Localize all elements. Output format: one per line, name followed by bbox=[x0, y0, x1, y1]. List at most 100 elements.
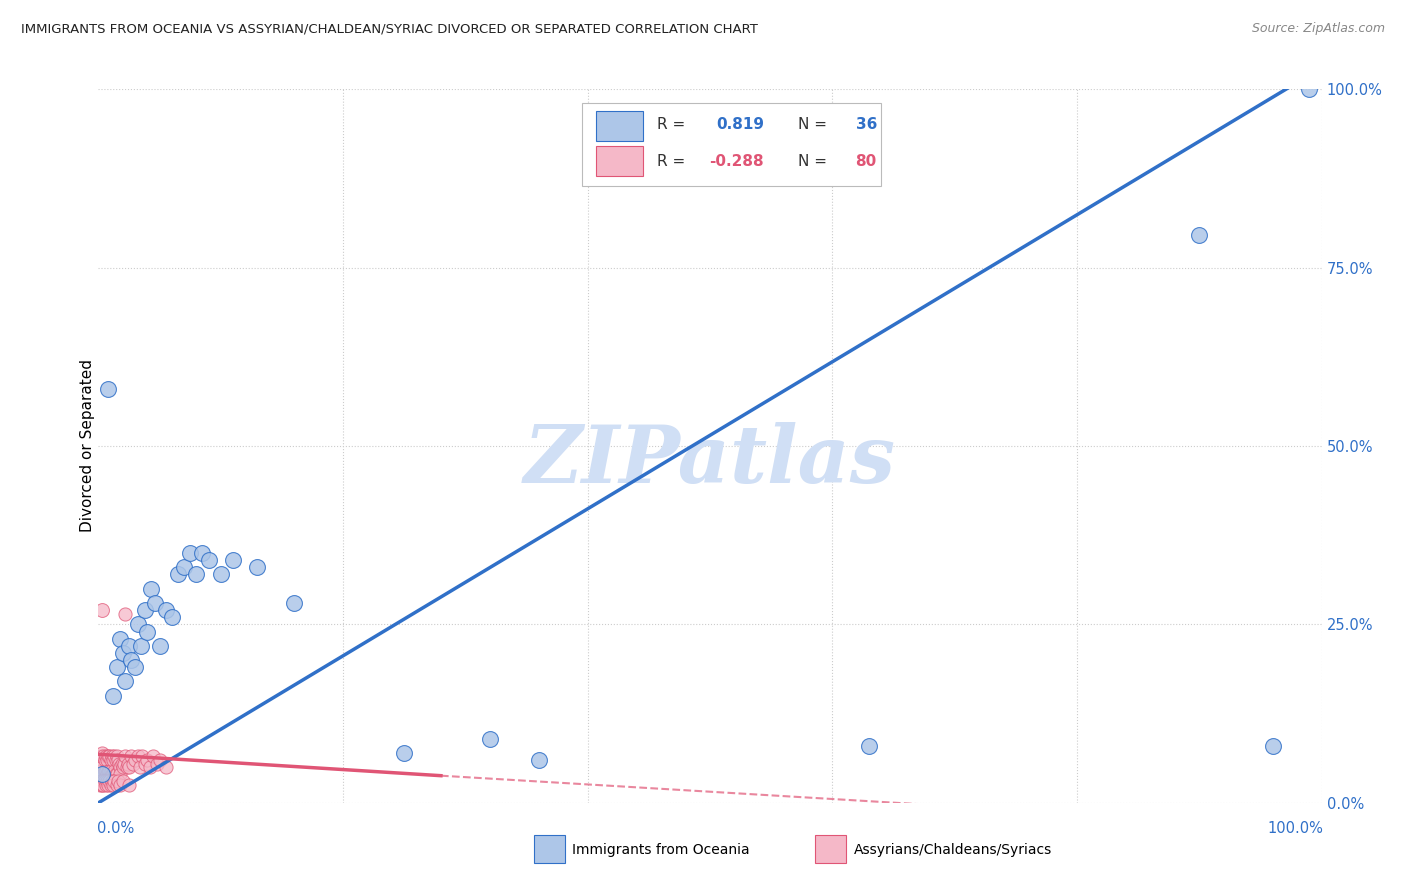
Point bbox=[134, 756, 156, 771]
Point bbox=[91, 778, 114, 792]
Point bbox=[93, 753, 115, 767]
Point bbox=[97, 749, 120, 764]
Text: 36: 36 bbox=[856, 118, 877, 132]
Point bbox=[91, 603, 114, 617]
Point bbox=[121, 756, 143, 771]
Text: Immigrants from Oceania: Immigrants from Oceania bbox=[572, 843, 749, 857]
Point bbox=[155, 760, 177, 774]
Point bbox=[142, 749, 165, 764]
Bar bbox=[596, 146, 643, 177]
Point bbox=[105, 660, 128, 674]
Point bbox=[101, 749, 124, 764]
Text: IMMIGRANTS FROM OCEANIA VS ASSYRIAN/CHALDEAN/SYRIAC DIVORCED OR SEPARATED CORREL: IMMIGRANTS FROM OCEANIA VS ASSYRIAN/CHAL… bbox=[21, 22, 758, 36]
Point bbox=[91, 760, 114, 774]
Text: R =: R = bbox=[658, 154, 690, 169]
Point bbox=[98, 771, 121, 785]
Point bbox=[143, 596, 166, 610]
Point bbox=[392, 746, 416, 760]
Point bbox=[167, 567, 190, 582]
Point bbox=[1261, 739, 1284, 753]
Point bbox=[108, 756, 131, 771]
Point bbox=[97, 778, 120, 792]
Point bbox=[160, 610, 183, 624]
Point bbox=[131, 749, 153, 764]
Text: N =: N = bbox=[799, 118, 832, 132]
Point bbox=[101, 753, 124, 767]
Point bbox=[98, 749, 121, 764]
Point bbox=[129, 760, 152, 774]
Point bbox=[127, 749, 149, 764]
Point bbox=[186, 567, 208, 582]
Point bbox=[104, 753, 127, 767]
Point bbox=[98, 774, 121, 789]
Point bbox=[94, 778, 117, 792]
Text: N =: N = bbox=[799, 154, 832, 169]
Point bbox=[209, 567, 232, 582]
Point bbox=[100, 764, 122, 778]
Point bbox=[91, 771, 114, 785]
Point bbox=[107, 774, 129, 789]
Point bbox=[173, 560, 195, 574]
Point bbox=[101, 774, 124, 789]
Point bbox=[129, 639, 152, 653]
Point bbox=[136, 624, 159, 639]
Point bbox=[858, 739, 880, 753]
Point bbox=[110, 760, 132, 774]
Y-axis label: Divorced or Separated: Divorced or Separated bbox=[80, 359, 94, 533]
Point bbox=[94, 771, 117, 785]
Point bbox=[155, 603, 177, 617]
Point bbox=[246, 560, 269, 574]
Point bbox=[115, 760, 138, 774]
Text: 0.819: 0.819 bbox=[716, 118, 763, 132]
Point bbox=[97, 771, 120, 785]
Point bbox=[103, 749, 125, 764]
Point bbox=[93, 764, 115, 778]
Point bbox=[222, 553, 245, 567]
Point bbox=[103, 774, 125, 789]
Point bbox=[100, 778, 122, 792]
Text: -0.288: -0.288 bbox=[709, 154, 763, 169]
Point bbox=[91, 767, 114, 781]
Point bbox=[139, 760, 162, 774]
Point bbox=[110, 632, 132, 646]
Point bbox=[91, 774, 114, 789]
Point bbox=[124, 660, 146, 674]
Text: Assyrians/Chaldeans/Syriacs: Assyrians/Chaldeans/Syriacs bbox=[853, 843, 1052, 857]
Point bbox=[90, 749, 112, 764]
Point bbox=[89, 767, 111, 781]
Point bbox=[105, 749, 128, 764]
Point bbox=[97, 382, 120, 396]
Point bbox=[127, 617, 149, 632]
Point bbox=[93, 774, 115, 789]
Point bbox=[96, 753, 118, 767]
Point bbox=[114, 749, 136, 764]
Point bbox=[91, 767, 114, 781]
Point bbox=[118, 639, 141, 653]
Point bbox=[89, 778, 111, 792]
Text: ZIPatlas: ZIPatlas bbox=[524, 422, 896, 499]
Point bbox=[105, 778, 128, 792]
Point bbox=[139, 582, 162, 596]
Point bbox=[94, 764, 117, 778]
Point bbox=[101, 689, 124, 703]
Point bbox=[111, 760, 134, 774]
Point bbox=[191, 546, 214, 560]
Point bbox=[1298, 82, 1320, 96]
Point bbox=[93, 771, 115, 785]
Point bbox=[146, 756, 169, 771]
Point bbox=[124, 753, 146, 767]
Point bbox=[101, 778, 124, 792]
Point bbox=[104, 767, 127, 781]
Text: 0.0%: 0.0% bbox=[97, 821, 135, 836]
Text: R =: R = bbox=[658, 118, 690, 132]
Point bbox=[91, 746, 114, 760]
Point bbox=[117, 756, 139, 771]
Point bbox=[111, 646, 134, 660]
Text: 80: 80 bbox=[856, 154, 877, 169]
Point bbox=[110, 767, 132, 781]
Point bbox=[90, 764, 112, 778]
Point bbox=[96, 774, 118, 789]
Point bbox=[96, 767, 118, 781]
Point bbox=[100, 753, 122, 767]
Text: 100.0%: 100.0% bbox=[1267, 821, 1323, 836]
